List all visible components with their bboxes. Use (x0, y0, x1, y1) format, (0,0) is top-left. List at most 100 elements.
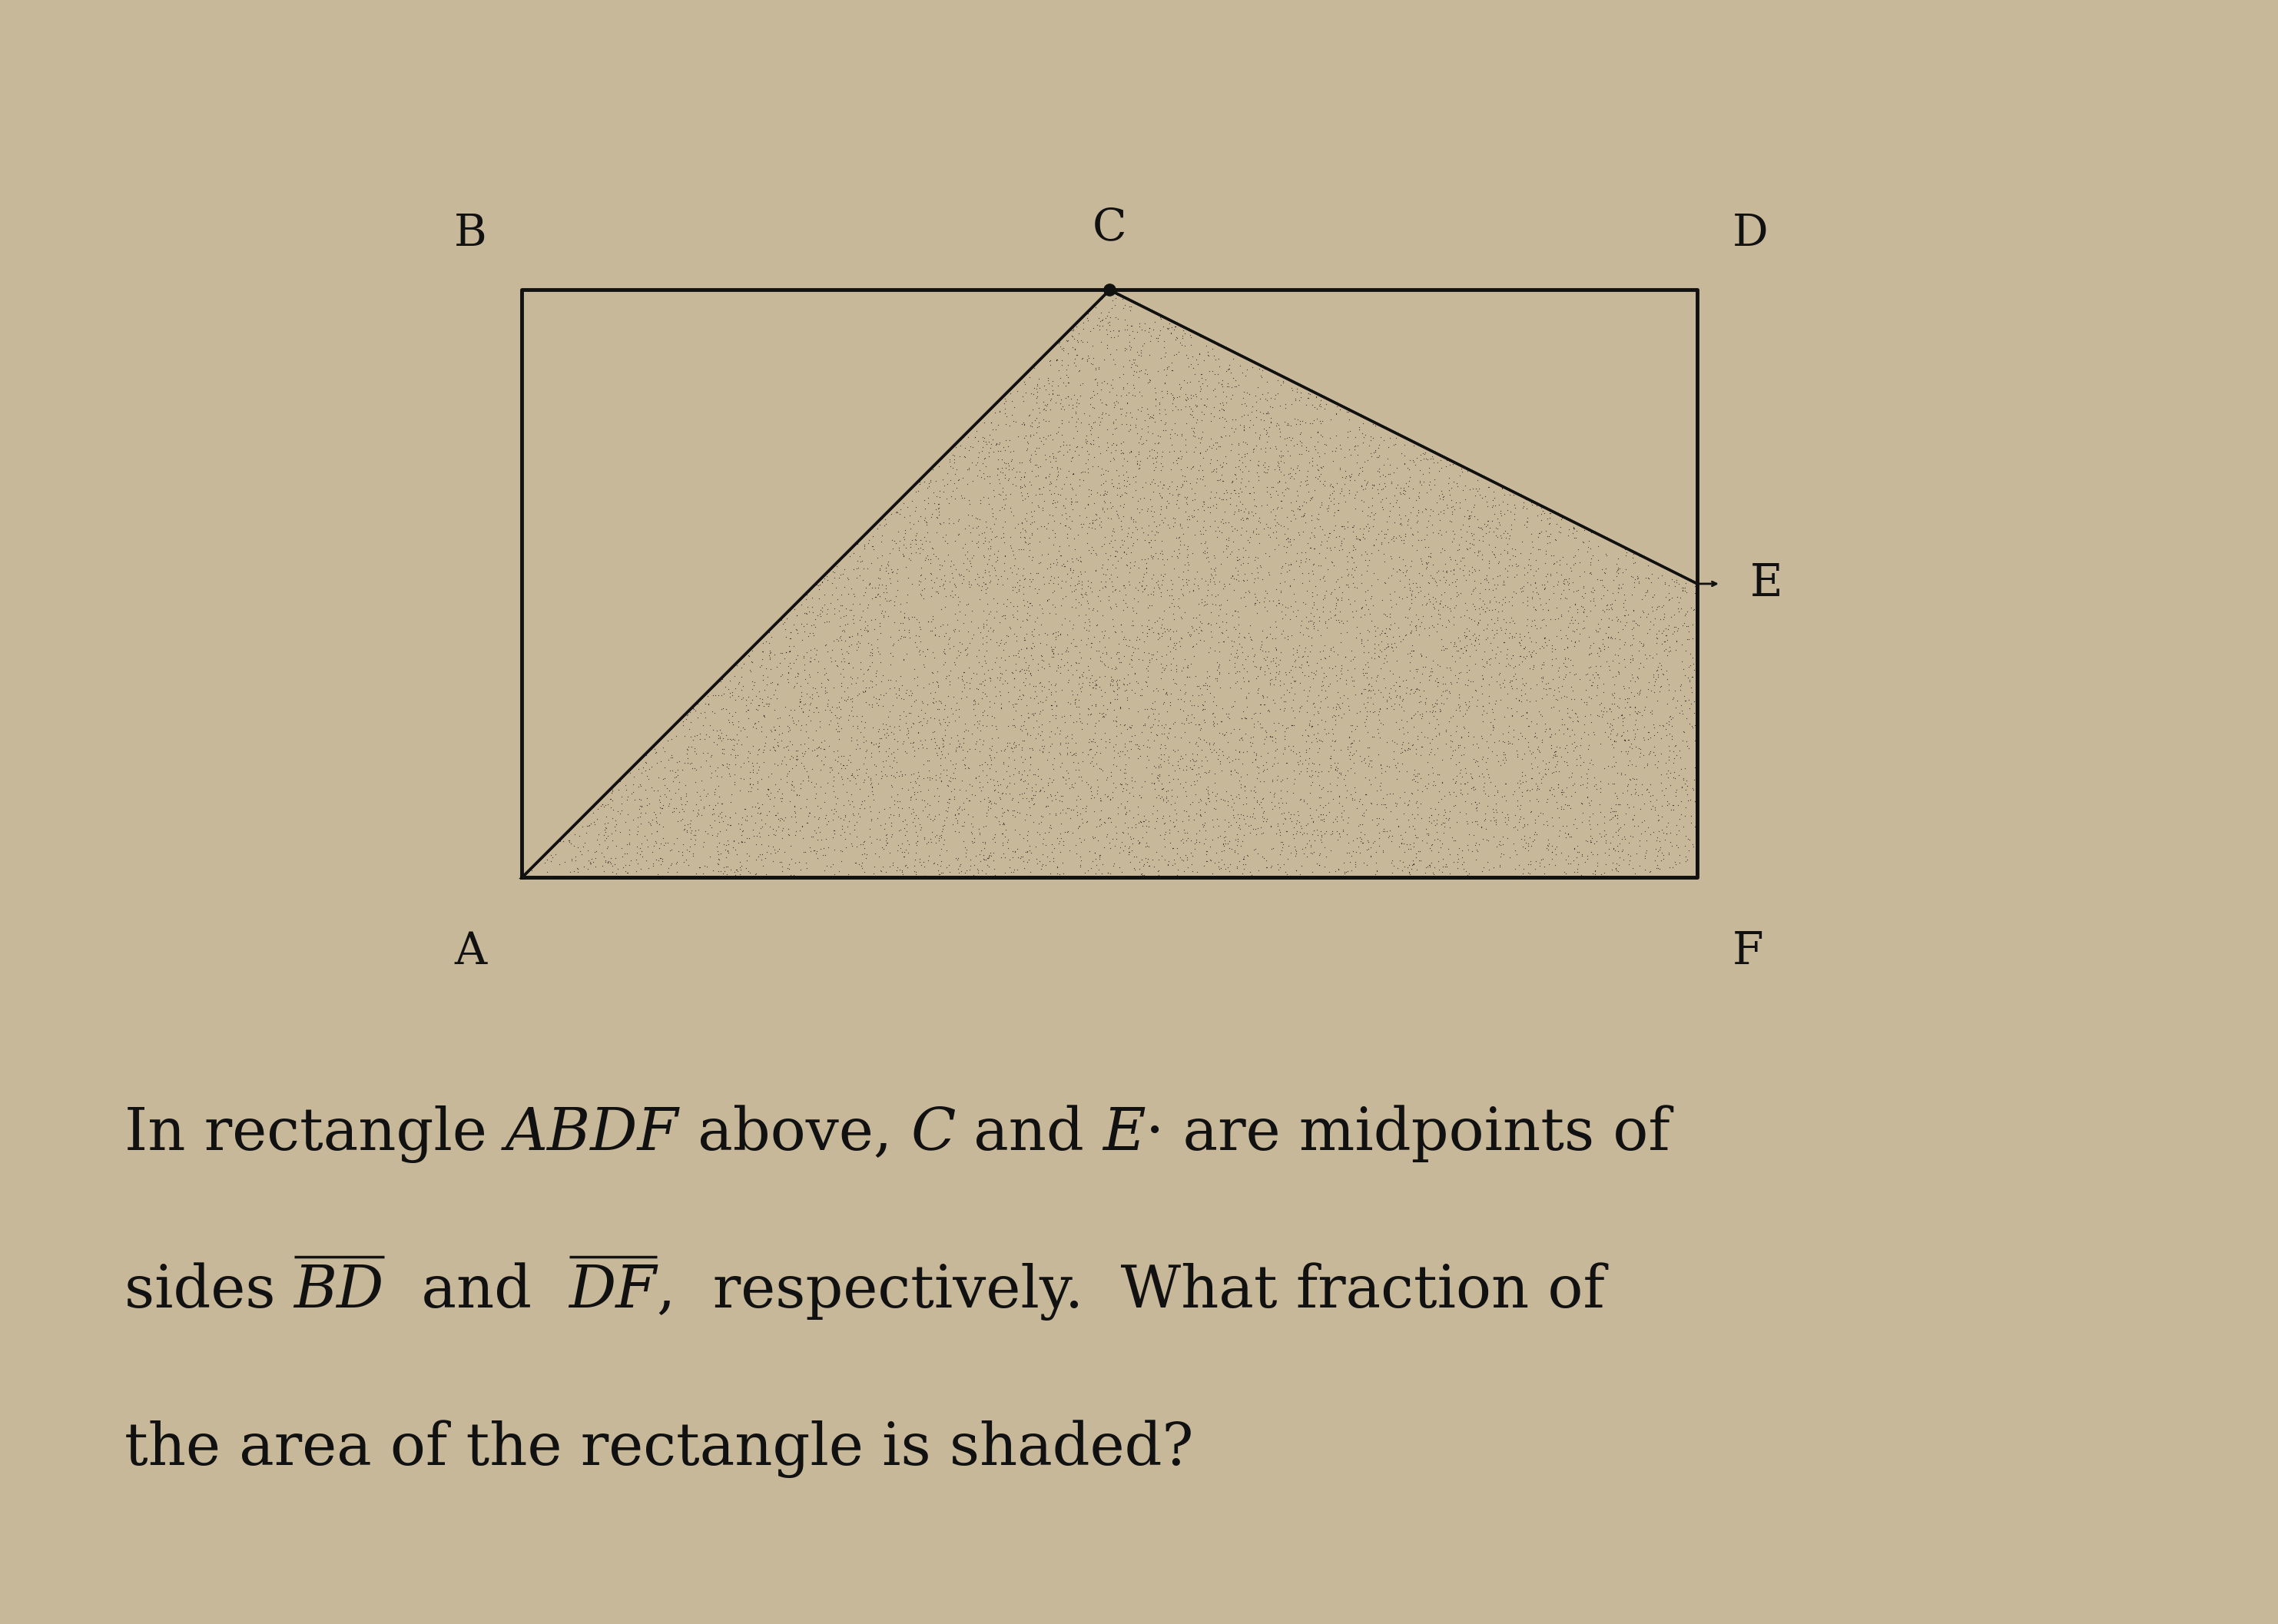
Point (1077, 840, 1114, 866)
Point (827, 573, 863, 599)
Point (1542, 744, 1579, 770)
Point (927, 744, 964, 770)
Point (1579, 828, 1615, 854)
Point (936, 486, 973, 512)
Point (850, 572, 886, 598)
Point (1030, 367, 1066, 393)
Point (1264, 789, 1301, 815)
Point (1048, 500, 1084, 526)
Point (941, 856, 977, 882)
Point (1317, 603, 1353, 628)
Point (1077, 814, 1114, 840)
Point (929, 705, 966, 731)
Point (1324, 588, 1360, 614)
Point (1503, 689, 1540, 715)
Point (1601, 815, 1638, 841)
Point (1130, 438, 1166, 464)
Point (1025, 775, 1062, 801)
Point (1606, 676, 1642, 702)
Point (1615, 568, 1652, 594)
Point (1408, 590, 1444, 615)
Point (1175, 752, 1212, 778)
Point (779, 781, 816, 807)
Point (1114, 646, 1150, 672)
Point (1196, 492, 1232, 518)
Point (957, 765, 993, 791)
Point (934, 585, 970, 611)
Point (995, 713, 1032, 739)
Point (1036, 601, 1073, 627)
Point (654, 768, 690, 794)
Point (1472, 547, 1508, 573)
Point (893, 715, 929, 741)
Point (1317, 590, 1353, 615)
Point (1294, 583, 1330, 609)
Point (964, 702, 1000, 728)
Point (1125, 526, 1162, 552)
Point (1018, 604, 1055, 630)
Point (986, 400, 1023, 425)
Point (900, 536, 936, 562)
Point (574, 801, 611, 827)
Point (1096, 515, 1132, 541)
Point (1617, 781, 1654, 807)
Point (1490, 807, 1526, 833)
Point (1526, 651, 1563, 677)
Point (1362, 755, 1399, 781)
Point (1226, 568, 1262, 594)
Point (1538, 685, 1574, 711)
Point (1346, 448, 1383, 474)
Point (1371, 615, 1408, 641)
Point (898, 861, 934, 887)
Point (991, 456, 1027, 482)
Point (1201, 466, 1237, 492)
Point (681, 854, 718, 880)
Point (1488, 809, 1524, 835)
Point (777, 664, 813, 690)
Point (1062, 568, 1098, 594)
Point (907, 525, 943, 551)
Point (1171, 622, 1207, 648)
Point (1212, 851, 1248, 877)
Point (1513, 799, 1549, 825)
Point (1148, 711, 1185, 737)
Point (1239, 857, 1276, 883)
Point (1640, 653, 1677, 679)
Point (1503, 770, 1540, 796)
Point (697, 807, 734, 833)
Point (1424, 627, 1460, 653)
Point (761, 705, 797, 731)
Point (1230, 578, 1267, 604)
Point (1544, 711, 1581, 737)
Point (1114, 830, 1150, 856)
Point (1280, 521, 1317, 547)
Point (1203, 396, 1239, 422)
Point (1009, 484, 1046, 510)
Point (1203, 461, 1239, 487)
Point (1180, 341, 1216, 367)
Point (1194, 581, 1230, 607)
Point (854, 732, 891, 758)
Point (1087, 525, 1123, 551)
Point (891, 619, 927, 645)
Point (620, 786, 656, 812)
Point (984, 810, 1021, 836)
Point (1679, 820, 1715, 846)
Point (939, 697, 975, 723)
Point (1048, 328, 1084, 354)
Point (1100, 318, 1137, 344)
Point (1301, 440, 1337, 466)
Point (845, 715, 882, 741)
Point (1055, 726, 1091, 752)
Point (1018, 820, 1055, 846)
Point (1276, 814, 1312, 840)
Point (1041, 390, 1077, 416)
Point (1579, 776, 1615, 802)
Point (1492, 546, 1529, 572)
Point (729, 697, 765, 723)
Point (1437, 763, 1474, 789)
Point (1385, 451, 1421, 477)
Point (1011, 788, 1048, 814)
Point (1062, 702, 1098, 728)
Point (925, 479, 961, 505)
